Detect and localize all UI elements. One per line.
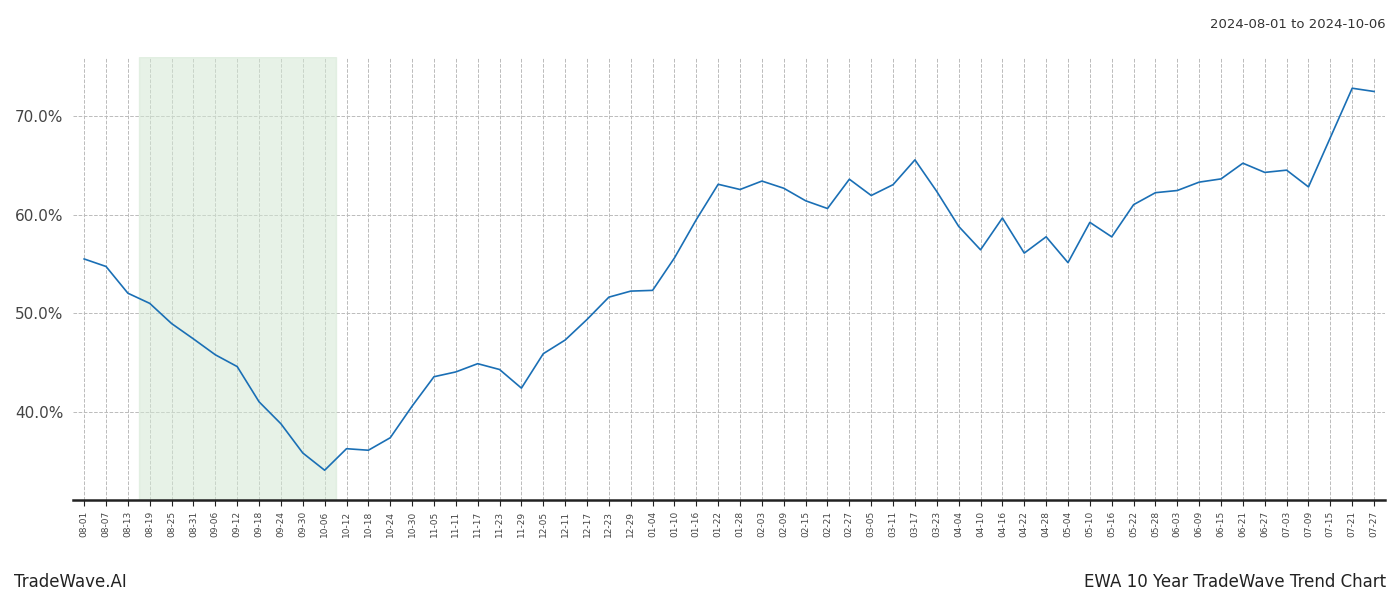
Text: TradeWave.AI: TradeWave.AI	[14, 573, 127, 591]
Bar	[139, 57, 336, 500]
Text: EWA 10 Year TradeWave Trend Chart: EWA 10 Year TradeWave Trend Chart	[1084, 573, 1386, 591]
Text: 2024-08-01 to 2024-10-06: 2024-08-01 to 2024-10-06	[1211, 18, 1386, 31]
